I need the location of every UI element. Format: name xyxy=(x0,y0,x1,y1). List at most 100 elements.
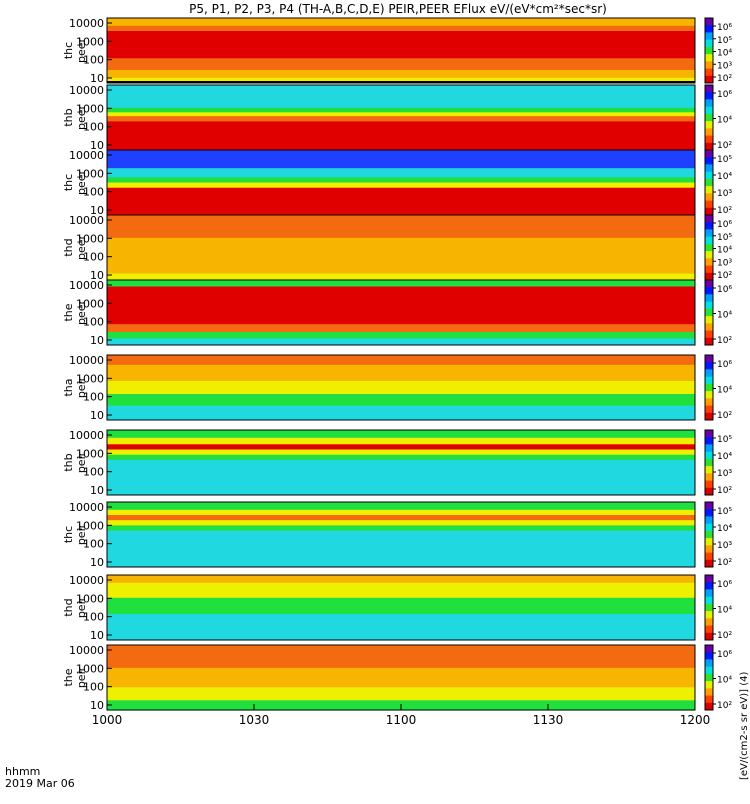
energy-band xyxy=(107,263,695,275)
colorbar-tick-label: 10⁶ xyxy=(717,90,732,100)
colorbar-tick-label: 10⁴ xyxy=(717,246,732,256)
colorbar-segment xyxy=(705,85,713,93)
y-tick-label: 100 xyxy=(83,121,104,134)
colorbar-segment xyxy=(705,68,713,77)
y-tick-label: 10 xyxy=(90,72,104,85)
colorbar-segment xyxy=(705,337,713,346)
panel-ylabel-instrument: peer xyxy=(75,170,88,196)
colorbar-frame xyxy=(704,17,714,84)
energy-band xyxy=(107,430,695,439)
colorbar-segment xyxy=(705,538,713,546)
colorbar-frame xyxy=(704,279,714,346)
y-tick-label: 10 xyxy=(90,556,104,569)
colorbar-segment xyxy=(705,294,713,303)
y-tick-label: 1000 xyxy=(76,592,104,605)
colorbar-segment xyxy=(705,121,713,129)
colorbar-segment xyxy=(705,575,713,583)
panel-ylabel-probe: thc xyxy=(62,174,75,191)
panel-frame xyxy=(106,17,696,84)
colorbar-segment xyxy=(705,545,713,553)
x-tick-label: 1130 xyxy=(533,713,564,727)
colorbar-tick-label: 10⁴ xyxy=(717,172,732,182)
panel-frame xyxy=(106,574,696,641)
colorbar-segment xyxy=(705,287,713,295)
colorbar-segment xyxy=(705,618,713,626)
energy-band xyxy=(107,112,695,117)
energy-band xyxy=(107,520,695,526)
panel-ylabel-probe: thd xyxy=(62,238,75,256)
energy-band xyxy=(107,437,695,445)
colorbar-segment xyxy=(705,75,713,84)
y-tick-label: 100 xyxy=(83,186,104,199)
y-tick-label: 10000 xyxy=(69,17,104,30)
y-tick-label: 10000 xyxy=(69,279,104,292)
colorbar-segment xyxy=(705,301,713,310)
spectrogram-panel: 10 100 1000 10000 thb peer 10⁶ 10⁴ 10² xyxy=(62,84,732,152)
energy-band xyxy=(107,597,695,615)
colorbar-frame xyxy=(704,501,714,568)
energy-band xyxy=(107,150,695,169)
energy-band xyxy=(107,381,695,395)
colorbar-segment xyxy=(705,473,713,481)
colorbar-segment xyxy=(705,516,713,525)
spectrogram-panel: 10 100 1000 10000 thc peer 10⁵ 10⁴ 10³ 10² xyxy=(62,149,732,217)
energy-band xyxy=(107,168,695,178)
y-tick-label: 100 xyxy=(83,466,104,479)
colorbar-segment xyxy=(705,466,713,474)
colorbar-segment xyxy=(705,330,713,339)
colorbar-segment xyxy=(705,99,713,108)
colorbar-frame xyxy=(704,574,714,641)
energy-band xyxy=(107,121,695,151)
panel-ylabel-instrument: peir xyxy=(75,596,88,618)
colorbar-segment xyxy=(705,46,713,55)
colorbar-segment xyxy=(705,376,713,385)
colorbar-segment xyxy=(705,106,713,115)
colorbar-tick-label: 10⁶ xyxy=(717,23,732,33)
energy-band xyxy=(107,116,695,122)
panel-ylabel-instrument: peir xyxy=(75,523,88,545)
colorbar-tick-label: 10³ xyxy=(717,61,732,71)
colorbar-segment xyxy=(705,391,713,399)
panel-ylabel-instrument: peir xyxy=(75,666,88,688)
y-tick-label: 10 xyxy=(90,409,104,422)
colorbar-segment xyxy=(705,18,713,26)
panel-frame xyxy=(106,354,696,421)
energy-band xyxy=(107,614,695,641)
colorbar-segment xyxy=(705,383,713,392)
colorbar-segment xyxy=(705,308,713,317)
energy-band xyxy=(107,18,695,27)
spectrogram-panel: 10 100 1000 10000 tha peir 10⁶ 10⁴ 10² xyxy=(62,354,732,422)
panel-ylabel-probe: tha xyxy=(62,378,75,396)
colorbar-segment xyxy=(705,135,713,144)
colorbar-tick-label: 10⁵ xyxy=(717,233,732,243)
panel-ylabel-probe: the xyxy=(62,303,75,321)
colorbar-segment xyxy=(705,458,713,467)
colorbar-tick-label: 10⁵ xyxy=(717,155,732,165)
energy-band xyxy=(107,182,695,189)
energy-band xyxy=(107,530,695,568)
energy-band xyxy=(107,575,695,584)
energy-band xyxy=(107,394,695,407)
colorbar-segment xyxy=(705,25,713,33)
x-tick-label: 1030 xyxy=(239,713,270,727)
colorbar-tick-label: 10² xyxy=(717,141,732,151)
energy-band xyxy=(107,502,695,511)
y-tick-label: 10 xyxy=(90,204,104,217)
x-axis-label-hhmm: hhmm xyxy=(5,765,40,778)
y-tick-label: 10000 xyxy=(69,429,104,442)
panel-frame xyxy=(106,279,696,346)
energy-band xyxy=(107,687,695,701)
colorbar-segment xyxy=(705,659,713,668)
colorbar-frame xyxy=(704,354,714,421)
y-tick-label: 10000 xyxy=(69,84,104,97)
y-tick-label: 10 xyxy=(90,484,104,497)
panel-ylabel-probe: thc xyxy=(62,526,75,543)
energy-band xyxy=(107,237,695,265)
energy-band xyxy=(107,355,695,366)
chart-title: P5, P1, P2, P3, P4 (TH-A,B,C,D,E) PEIR,P… xyxy=(189,2,607,16)
panel-ylabel-probe: thc xyxy=(62,42,75,59)
colorbar-tick-label: 10⁴ xyxy=(717,49,732,59)
panel-frame xyxy=(106,429,696,496)
energy-band xyxy=(107,280,695,287)
energy-band xyxy=(107,444,695,450)
